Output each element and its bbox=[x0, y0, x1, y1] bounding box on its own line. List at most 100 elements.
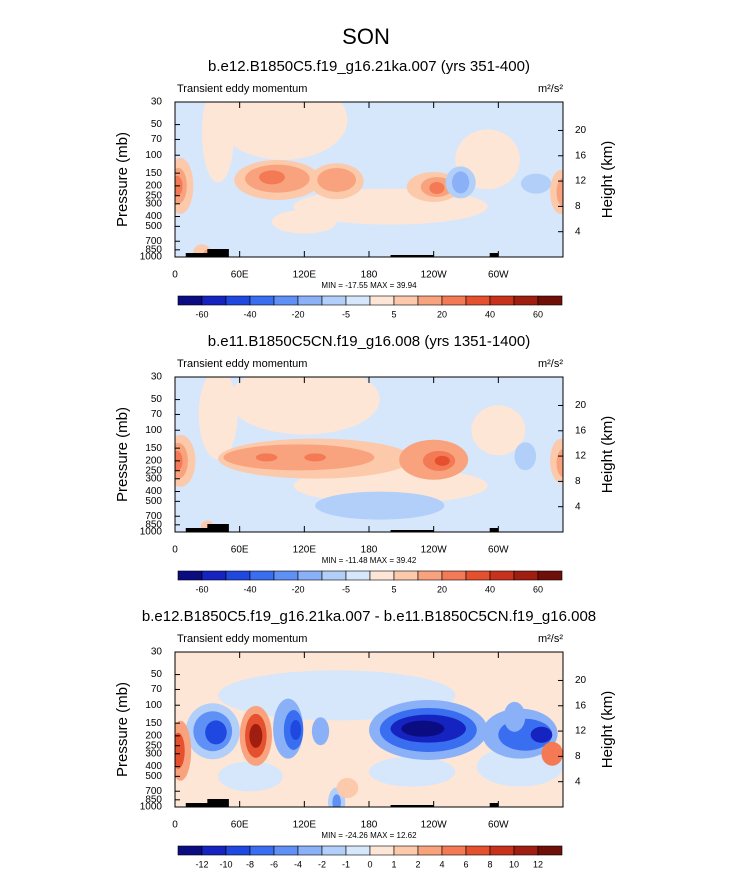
colorbar-box bbox=[417, 295, 443, 306]
stats-label: MIN = -17.55 MAX = 39.94 bbox=[321, 281, 417, 290]
y2-tick-label: 16 bbox=[575, 425, 587, 436]
left-label: Transient eddy momentum bbox=[177, 83, 307, 95]
x-tick-label: 60W bbox=[488, 545, 509, 556]
contour-fill bbox=[290, 719, 302, 740]
colorbar-box bbox=[321, 295, 347, 306]
colorbar-box bbox=[297, 295, 323, 306]
topography bbox=[489, 528, 499, 532]
colorbar-label: 2 bbox=[415, 859, 420, 869]
y-tick-label: 150 bbox=[145, 443, 162, 454]
colorbar-label: -60 bbox=[195, 584, 208, 594]
colorbar-label: -1 bbox=[342, 859, 350, 869]
x-tick-label: 0 bbox=[172, 545, 178, 556]
x-tick-label: 180 bbox=[361, 545, 378, 556]
colorbar-label: 6 bbox=[463, 859, 468, 869]
y2-tick-label: 12 bbox=[575, 451, 587, 462]
colorbar-box bbox=[513, 845, 539, 856]
y-tick-label: 150 bbox=[145, 168, 162, 179]
contour-fill bbox=[304, 453, 326, 462]
left-label: Transient eddy momentum bbox=[177, 358, 307, 370]
y-axis-label: Pressure (mb) bbox=[114, 682, 131, 777]
y2-tick-label: 8 bbox=[575, 751, 581, 762]
contour-fill bbox=[201, 102, 235, 183]
y-tick-label: 300 bbox=[145, 198, 162, 209]
contour-fill bbox=[272, 209, 337, 234]
y2-tick-label: 16 bbox=[575, 150, 587, 161]
y-tick-label: 300 bbox=[145, 473, 162, 484]
x-tick-label: 120E bbox=[293, 820, 317, 831]
y-tick-label: 700 bbox=[145, 786, 162, 797]
x-tick-label: 0 bbox=[172, 820, 178, 831]
y2-tick-label: 12 bbox=[575, 726, 587, 737]
stats-label: MIN = -24.26 MAX = 12.62 bbox=[321, 831, 417, 840]
colorbar-label: -2 bbox=[318, 859, 326, 869]
colorbar-box bbox=[321, 570, 347, 581]
y2-tick-label: 4 bbox=[575, 776, 581, 787]
colorbar-box bbox=[441, 295, 467, 306]
colorbar-box bbox=[297, 845, 323, 856]
contour-fill bbox=[541, 741, 563, 766]
y-tick-label: 500 bbox=[145, 221, 162, 232]
colorbar-box bbox=[537, 295, 563, 306]
x-tick-label: 60E bbox=[231, 270, 249, 281]
colorbar-box bbox=[177, 570, 203, 581]
colorbar-box bbox=[273, 295, 299, 306]
y-tick-label: 400 bbox=[145, 761, 162, 772]
contour-fill bbox=[556, 178, 563, 207]
contour-fill bbox=[503, 701, 526, 732]
y-tick-label: 850 bbox=[145, 519, 162, 530]
colorbar-box bbox=[225, 570, 251, 581]
contour-fill bbox=[218, 102, 348, 160]
topography bbox=[185, 253, 224, 257]
colorbar-label: -40 bbox=[243, 584, 256, 594]
y-tick-label: 400 bbox=[145, 486, 162, 497]
y2-tick-label: 20 bbox=[575, 125, 587, 136]
topography bbox=[390, 805, 434, 807]
y-tick-label: 400 bbox=[145, 211, 162, 222]
colorbar-box bbox=[177, 845, 203, 856]
colorbar-label: -8 bbox=[246, 859, 254, 869]
colorbar-box bbox=[177, 295, 203, 306]
colorbar-box bbox=[273, 570, 299, 581]
left-label: Transient eddy momentum bbox=[177, 633, 307, 645]
colorbar-box bbox=[513, 295, 539, 306]
colorbar-box bbox=[369, 845, 395, 856]
y-tick-label: 70 bbox=[151, 409, 163, 420]
y-tick-label: 500 bbox=[145, 496, 162, 507]
y-tick-label: 70 bbox=[151, 684, 163, 695]
colorbar-box bbox=[297, 570, 323, 581]
colorbar-label: 40 bbox=[485, 309, 495, 319]
colorbar-box bbox=[489, 570, 515, 581]
y-tick-label: 700 bbox=[145, 236, 162, 247]
contour-fill bbox=[315, 491, 445, 520]
contour-field bbox=[175, 377, 563, 532]
panel-title: b.e12.B1850C5.f19_g16.21ka.007 - b.e11.B… bbox=[142, 608, 596, 625]
y-tick-label: 850 bbox=[145, 794, 162, 805]
topography bbox=[489, 253, 499, 257]
figure-title: SON bbox=[342, 24, 390, 49]
y-tick-label: 250 bbox=[145, 190, 162, 201]
y-tick-label: 30 bbox=[151, 97, 163, 108]
units-label: m²/s² bbox=[538, 633, 563, 645]
y-tick-label: 200 bbox=[145, 180, 162, 191]
colorbar-box bbox=[393, 845, 419, 856]
topography bbox=[489, 803, 499, 807]
colorbar-label: -5 bbox=[342, 584, 350, 594]
x-tick-label: 120E bbox=[293, 270, 317, 281]
y-tick-label: 100 bbox=[145, 425, 162, 436]
y-tick-label: 50 bbox=[151, 669, 163, 680]
contour-field bbox=[175, 102, 563, 257]
colorbar-box bbox=[489, 845, 515, 856]
contour-fill bbox=[332, 794, 341, 807]
colorbar-label: 20 bbox=[437, 584, 447, 594]
colorbar-box bbox=[465, 295, 491, 306]
contour-fill bbox=[434, 455, 450, 466]
colorbar-box bbox=[489, 295, 515, 306]
colorbar-box bbox=[201, 845, 227, 856]
panel: b.e12.B1850C5.f19_g16.21ka.007 - b.e11.B… bbox=[114, 608, 616, 869]
contour-fill bbox=[175, 732, 185, 769]
contour-fill bbox=[451, 171, 470, 194]
y2-tick-label: 4 bbox=[575, 501, 581, 512]
y2-tick-label: 16 bbox=[575, 700, 587, 711]
